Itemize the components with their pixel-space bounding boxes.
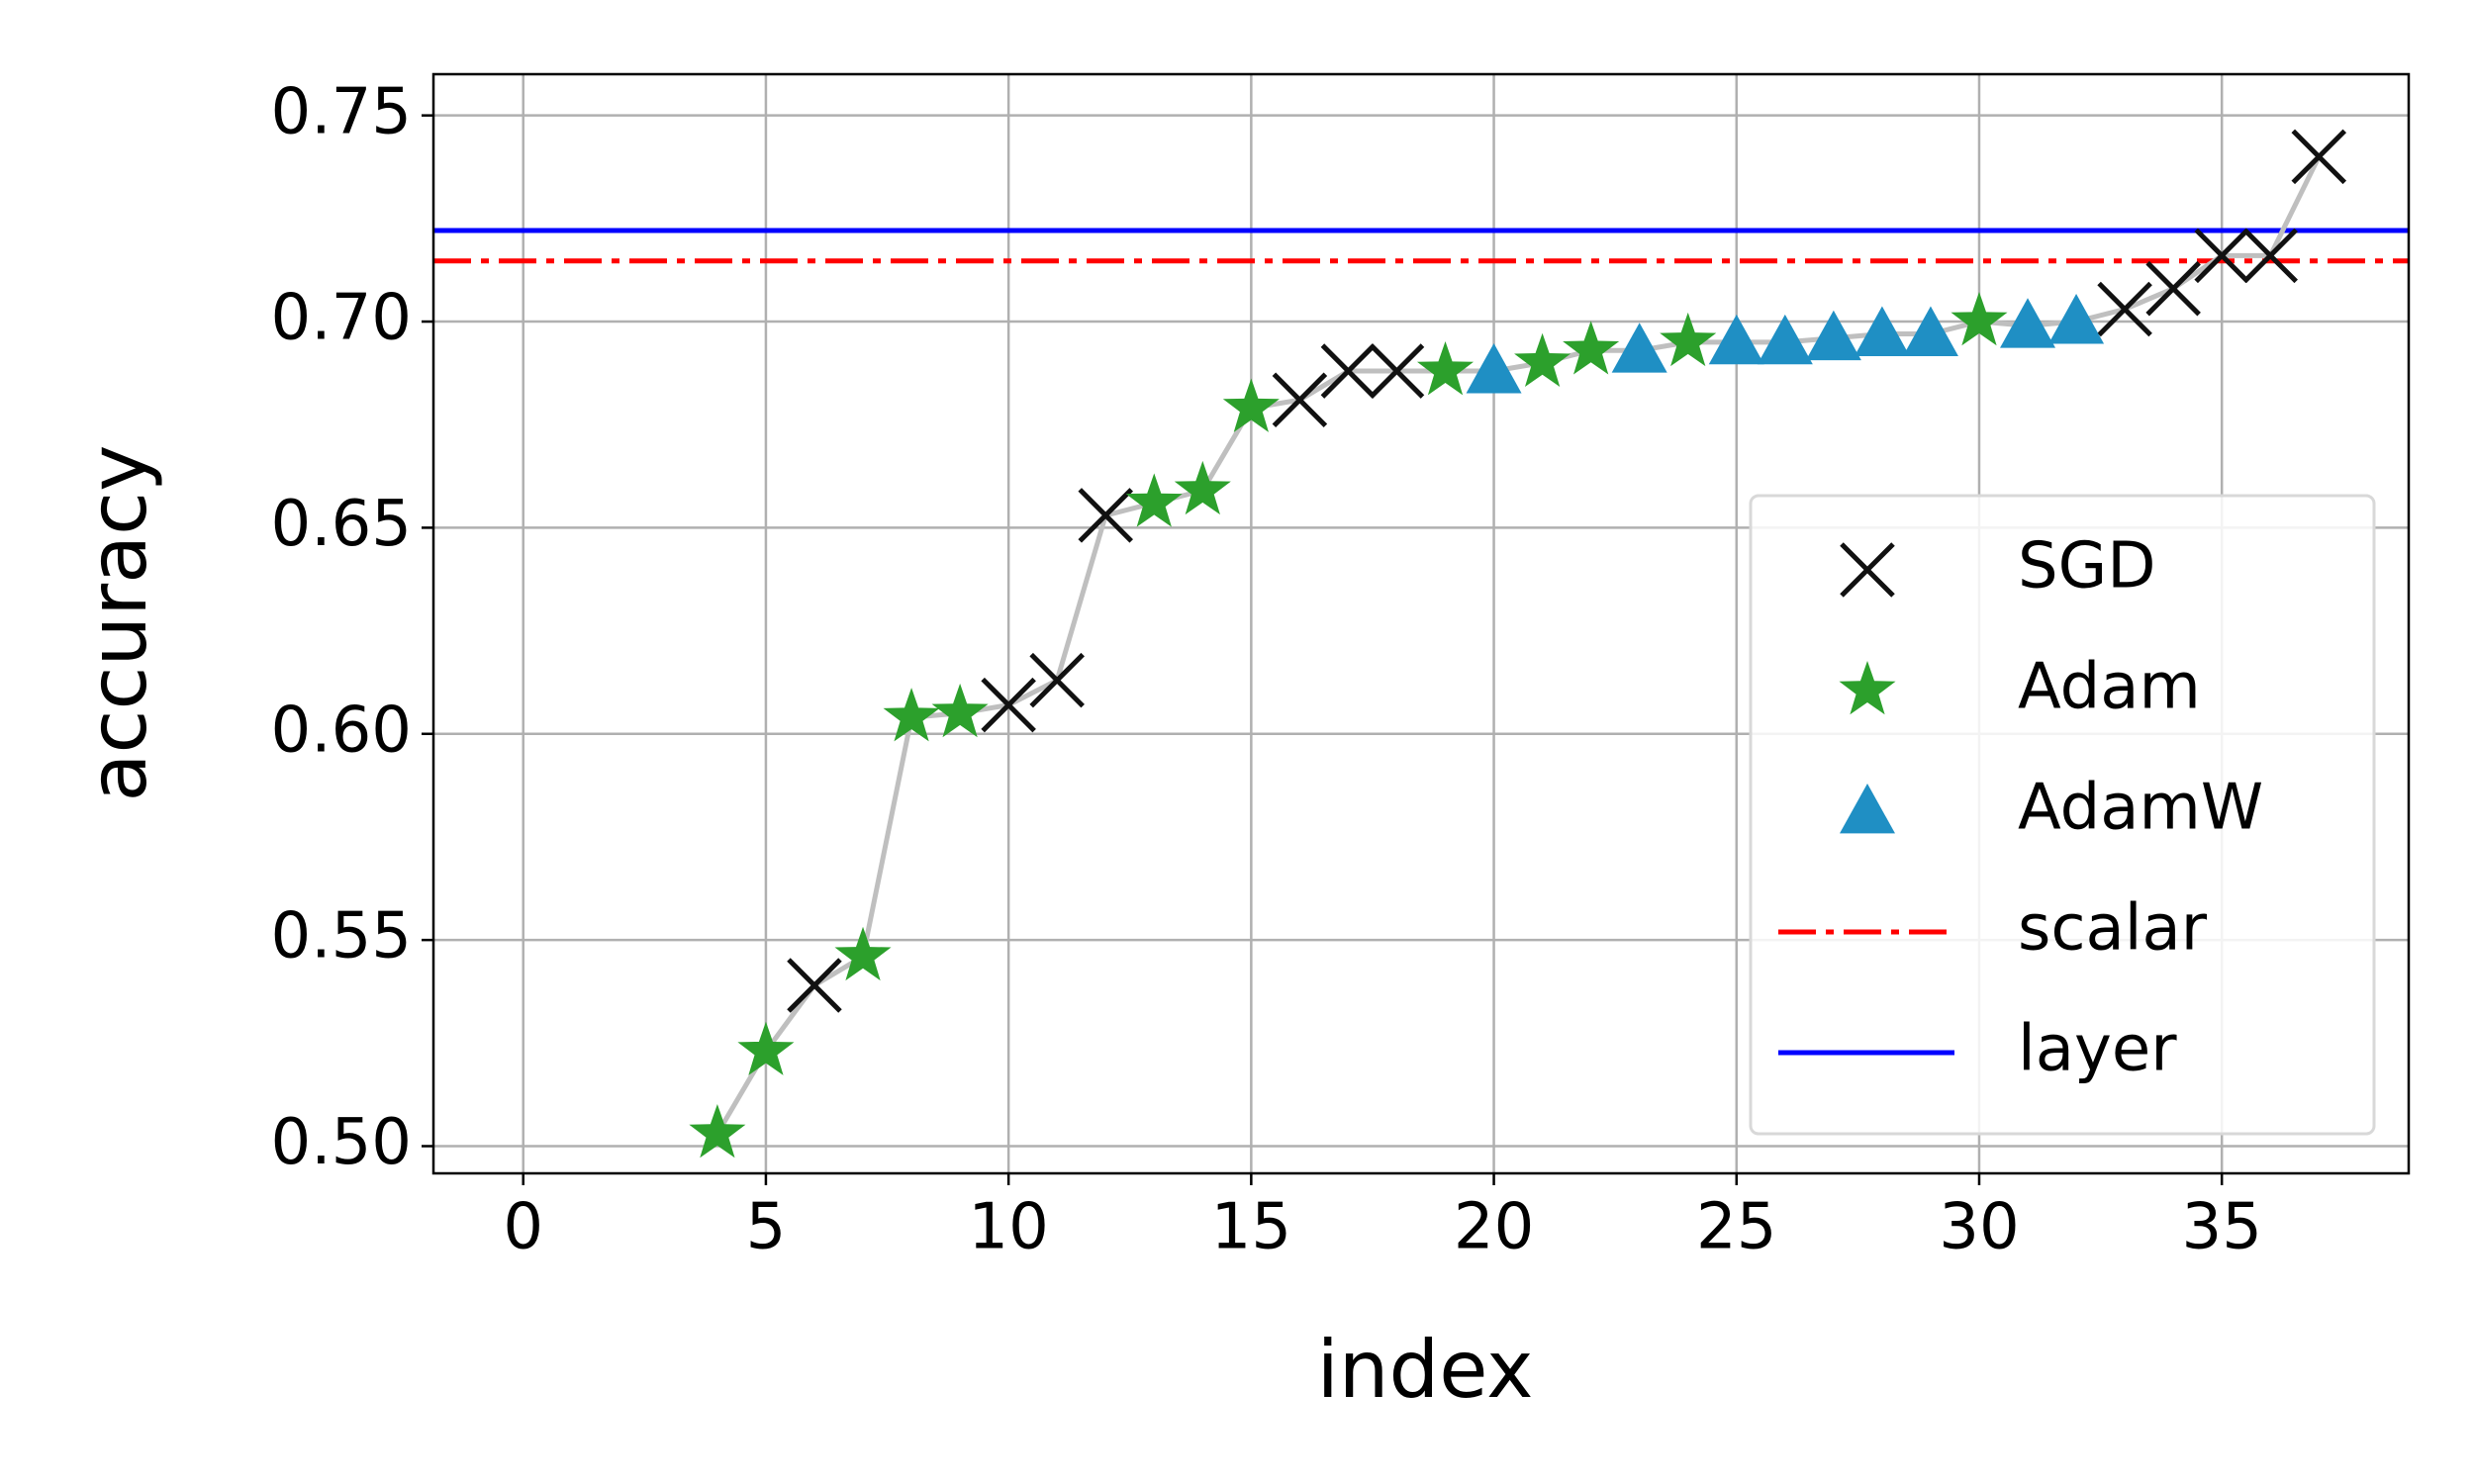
marker — [1466, 343, 1522, 394]
marker — [1951, 292, 2008, 346]
x-tick-label: 25 — [1696, 1191, 1776, 1264]
marker — [931, 683, 989, 738]
marker — [1320, 343, 1377, 399]
marker — [1708, 314, 1764, 365]
marker — [787, 958, 842, 1013]
marker — [1272, 372, 1328, 427]
marker — [1854, 306, 1910, 356]
marker — [1660, 312, 1717, 367]
x-tick-label: 0 — [503, 1191, 543, 1264]
y-tick-label: 0.65 — [271, 488, 413, 561]
marker — [1902, 306, 1958, 356]
marker — [1416, 341, 1475, 396]
x-tick-label: 5 — [746, 1191, 787, 1264]
y-tick-label: 0.75 — [271, 75, 413, 148]
legend-box — [1749, 494, 2376, 1136]
x-tick-label: 15 — [1211, 1191, 1291, 1264]
legend-label: layer — [2018, 1013, 2177, 1086]
marker — [1029, 652, 1085, 708]
legend-label: AdamW — [2018, 772, 2263, 845]
marker — [2242, 228, 2298, 284]
marker — [883, 688, 940, 742]
legend-marker — [1840, 542, 1895, 598]
marker — [834, 926, 892, 981]
legend-marker — [1840, 784, 1895, 834]
marker — [1563, 321, 1620, 375]
marker — [1514, 332, 1571, 387]
marker — [737, 1021, 795, 1075]
marker — [1611, 323, 1667, 373]
x-tick-label: 10 — [968, 1191, 1048, 1264]
marker — [689, 1103, 746, 1159]
x-axis-label: index — [1317, 1324, 1534, 1416]
marker — [981, 677, 1036, 733]
marker — [1222, 378, 1280, 432]
x-tick-label: 20 — [1454, 1191, 1534, 1264]
legend-label: SGD — [2018, 530, 2156, 603]
y-tick-label: 0.55 — [271, 900, 413, 974]
marker — [1757, 314, 1813, 365]
x-tick-label: 35 — [2181, 1191, 2261, 1264]
marker — [2194, 228, 2249, 284]
x-tick-label: 30 — [1939, 1191, 2019, 1264]
marker — [1125, 473, 1183, 527]
marker — [1369, 343, 1425, 399]
legend-marker — [1839, 661, 1896, 715]
marker — [2000, 298, 2056, 348]
y-tick-label: 0.60 — [271, 694, 413, 767]
plot-frame — [431, 72, 2411, 1175]
marker — [1078, 488, 1133, 543]
legend-label: scalar — [2018, 892, 2208, 966]
marker — [2291, 129, 2347, 185]
marker — [1805, 310, 1861, 361]
marker — [2048, 294, 2105, 344]
legend-label: Adam — [2018, 651, 2201, 724]
y-tick-label: 0.70 — [271, 282, 413, 355]
trend-line — [714, 155, 2322, 1136]
marker — [1174, 460, 1231, 515]
marker — [2097, 281, 2152, 337]
y-axis-label: accuracy — [72, 445, 164, 802]
y-tick-label: 0.50 — [271, 1106, 413, 1179]
marker — [2145, 260, 2201, 317]
